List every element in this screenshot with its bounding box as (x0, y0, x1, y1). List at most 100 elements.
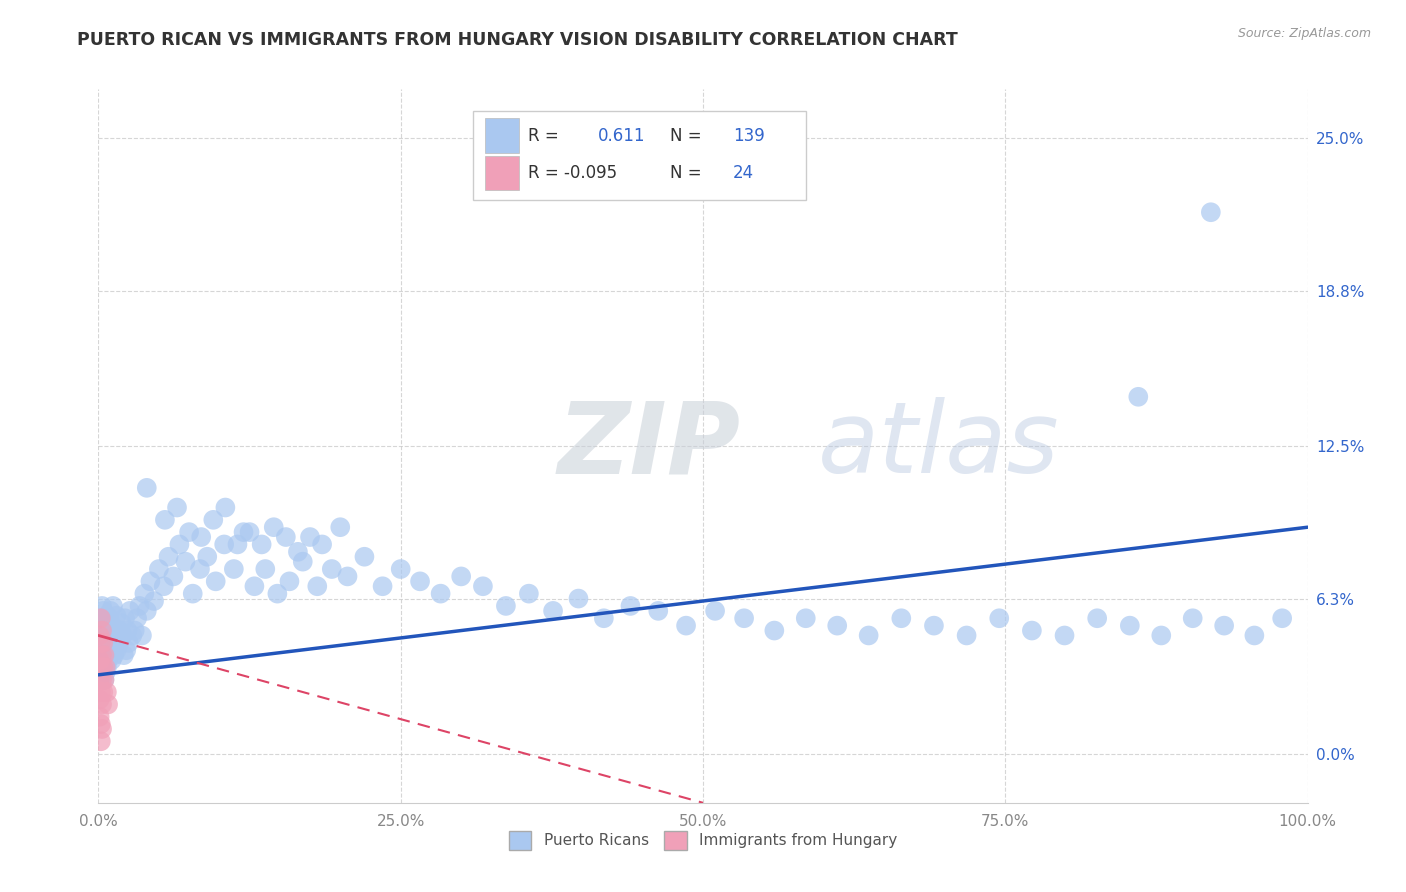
Point (89, 653, 111, 667)
Point (471, 579, 494, 593)
Point (101, 599, 124, 613)
Point (858, 628, 880, 642)
Text: atlas: atlas (818, 398, 1060, 494)
Point (371, 579, 394, 593)
Point (124, 624, 146, 638)
Point (204, 574, 226, 589)
Point (299, 530, 322, 544)
Text: PUERTO RICAN VS IMMIGRANTS FROM HUNGARY VISION DISABILITY CORRELATION CHART: PUERTO RICAN VS IMMIGRANTS FROM HUNGARY … (77, 31, 957, 49)
Point (100, 618, 122, 632)
Point (1271, 611, 1294, 625)
Point (152, 579, 174, 593)
Point (174, 555, 197, 569)
Point (93, 611, 115, 625)
Point (117, 624, 139, 638)
Point (90, 611, 112, 625)
Point (389, 562, 412, 576)
Point (450, 569, 472, 583)
Point (922, 618, 945, 632)
Point (89, 673, 111, 687)
Point (93, 673, 115, 687)
Point (1119, 618, 1142, 632)
Point (94, 616, 117, 631)
Text: 0.611: 0.611 (598, 127, 645, 145)
Point (90, 611, 112, 625)
Point (243, 579, 266, 593)
Point (100, 653, 122, 667)
Point (105, 643, 128, 657)
Point (181, 587, 204, 601)
Point (647, 604, 669, 618)
Point (336, 569, 359, 583)
Point (118, 636, 141, 650)
Point (90, 643, 112, 657)
Point (278, 574, 301, 589)
Point (108, 633, 131, 648)
Point (98, 611, 121, 625)
Point (226, 537, 249, 551)
Point (111, 628, 134, 642)
Point (311, 537, 333, 551)
Point (104, 628, 127, 642)
Point (329, 520, 352, 534)
Point (1128, 390, 1150, 404)
Point (232, 525, 254, 540)
Point (1085, 611, 1108, 625)
Point (91, 722, 114, 736)
Point (89, 692, 111, 706)
Point (222, 562, 245, 576)
Point (91, 599, 114, 613)
Point (274, 530, 297, 544)
Point (1243, 628, 1265, 642)
Point (254, 562, 277, 576)
Point (291, 555, 314, 569)
Point (89, 653, 111, 667)
Point (157, 549, 180, 564)
Point (1213, 618, 1236, 632)
Point (90, 628, 112, 642)
Point (90, 636, 112, 650)
Point (91, 640, 114, 655)
Point (592, 611, 614, 625)
Point (675, 618, 697, 632)
Text: N =: N = (671, 127, 702, 145)
Point (128, 599, 150, 613)
Point (409, 574, 432, 589)
Point (153, 513, 176, 527)
Point (307, 579, 329, 593)
Point (188, 562, 211, 576)
Point (266, 587, 288, 601)
Point (239, 525, 262, 540)
Point (195, 549, 218, 564)
Point (94, 665, 117, 680)
Point (101, 636, 124, 650)
Text: Source: ZipAtlas.com: Source: ZipAtlas.com (1237, 27, 1371, 40)
Point (91, 673, 114, 687)
Point (91, 604, 114, 618)
Point (139, 574, 162, 589)
Point (94, 660, 117, 674)
FancyBboxPatch shape (485, 119, 519, 153)
Point (91, 658, 114, 673)
Point (97, 653, 120, 667)
Point (91, 636, 114, 650)
Point (287, 545, 309, 559)
Point (353, 549, 375, 564)
Point (96, 660, 118, 674)
Point (619, 599, 641, 613)
FancyBboxPatch shape (485, 155, 519, 190)
Text: 24: 24 (734, 164, 755, 182)
Point (115, 643, 138, 657)
Point (1053, 628, 1076, 642)
Point (825, 618, 848, 632)
Point (250, 537, 273, 551)
Point (91, 638, 114, 652)
Point (96, 628, 118, 642)
Point (91, 660, 114, 674)
Point (90, 660, 112, 674)
Point (955, 628, 977, 642)
Point (91, 685, 114, 699)
Point (93, 648, 115, 662)
Point (108, 624, 131, 638)
Point (91, 698, 114, 712)
